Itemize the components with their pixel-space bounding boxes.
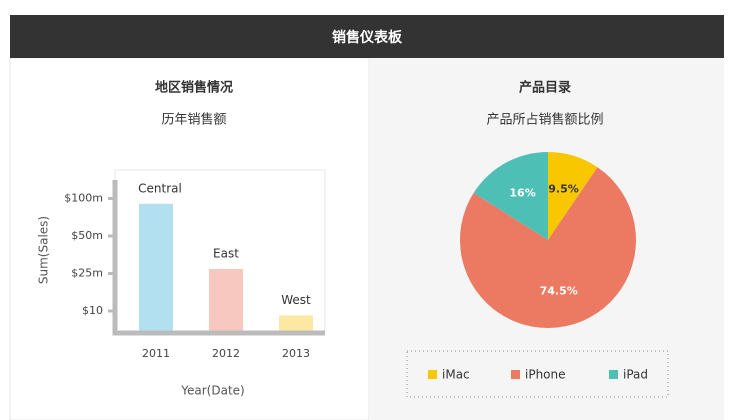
slice-label: 74.5% [540, 285, 578, 298]
y-tick-label: $50m [71, 229, 103, 242]
x-tick-label: 2011 [142, 347, 170, 360]
header-title: 销售仪表板 [332, 29, 403, 46]
axis-line [112, 180, 325, 336]
bar-label: East [213, 247, 239, 261]
bar [279, 315, 313, 333]
chart-title: 产品目录 [519, 80, 571, 96]
y-axis-title: Sum(Sales) [37, 216, 51, 284]
x-axis-title: Year(Date) [180, 384, 244, 398]
bar-label: Central [138, 181, 182, 195]
legend-label: iPad [623, 368, 648, 382]
slice-label: 9.5% [548, 183, 579, 196]
chart-title: 地区销售情况 [155, 80, 233, 96]
x-tick-label: 2012 [212, 347, 240, 360]
legend-swatch [428, 370, 437, 379]
legend-swatch [511, 370, 520, 379]
y-tick-label: $100m [64, 192, 103, 205]
pie-slice [460, 167, 636, 329]
header-bar [10, 15, 724, 58]
pie-slice [548, 152, 598, 240]
chart-subtitle: 产品所占销售额比例 [486, 112, 603, 128]
x-tick-label: 2013 [282, 347, 310, 360]
legend-label: iPhone [525, 368, 566, 382]
slice-label: 16% [509, 187, 535, 200]
bar [209, 269, 243, 333]
legend-box [406, 350, 669, 398]
pie-slice [473, 152, 548, 240]
bar-label: West [281, 293, 311, 307]
y-tick-label: $10 [82, 304, 103, 317]
legend-swatch [609, 370, 618, 379]
chart-subtitle: 历年销售额 [161, 112, 226, 128]
bar [139, 203, 173, 333]
legend-label: iMac [442, 368, 470, 382]
y-tick-label: $25m [71, 267, 103, 280]
